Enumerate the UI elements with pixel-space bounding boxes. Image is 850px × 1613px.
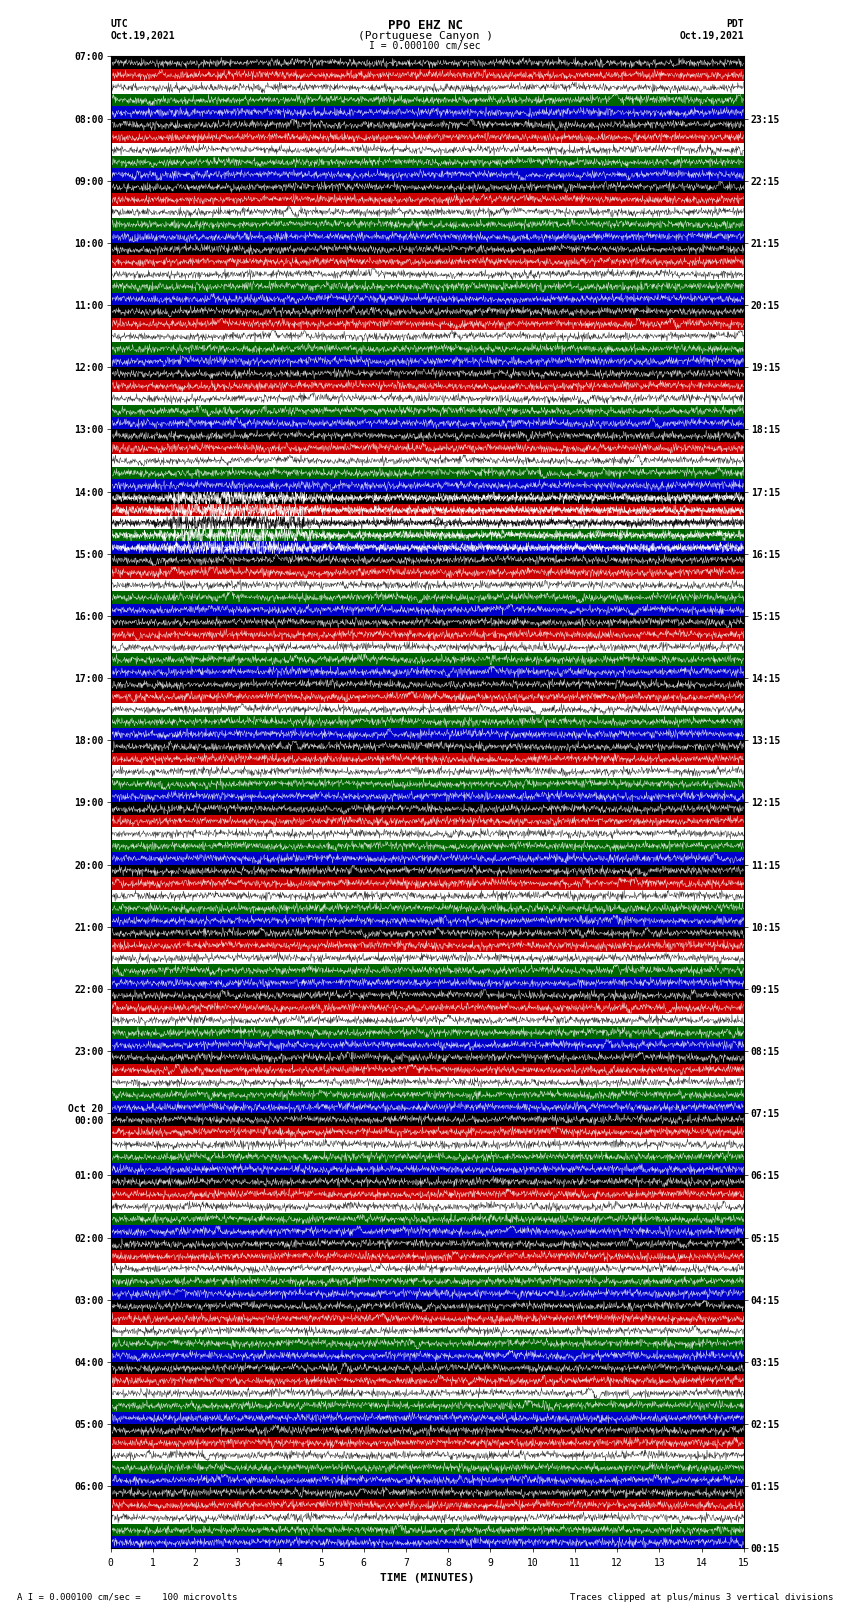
Text: PDT: PDT	[726, 18, 744, 29]
X-axis label: TIME (MINUTES): TIME (MINUTES)	[380, 1573, 474, 1582]
Text: A I = 0.000100 cm/sec =    100 microvolts: A I = 0.000100 cm/sec = 100 microvolts	[17, 1592, 237, 1602]
Text: PPO EHZ NC: PPO EHZ NC	[388, 18, 462, 32]
Text: Traces clipped at plus/minus 3 vertical divisions: Traces clipped at plus/minus 3 vertical …	[570, 1592, 833, 1602]
Text: Oct.19,2021: Oct.19,2021	[679, 31, 744, 40]
Text: I = 0.000100 cm/sec: I = 0.000100 cm/sec	[369, 40, 481, 52]
Text: Oct.19,2021: Oct.19,2021	[110, 31, 175, 40]
Text: (Portuguese Canyon ): (Portuguese Canyon )	[358, 31, 492, 40]
Text: UTC: UTC	[110, 18, 128, 29]
